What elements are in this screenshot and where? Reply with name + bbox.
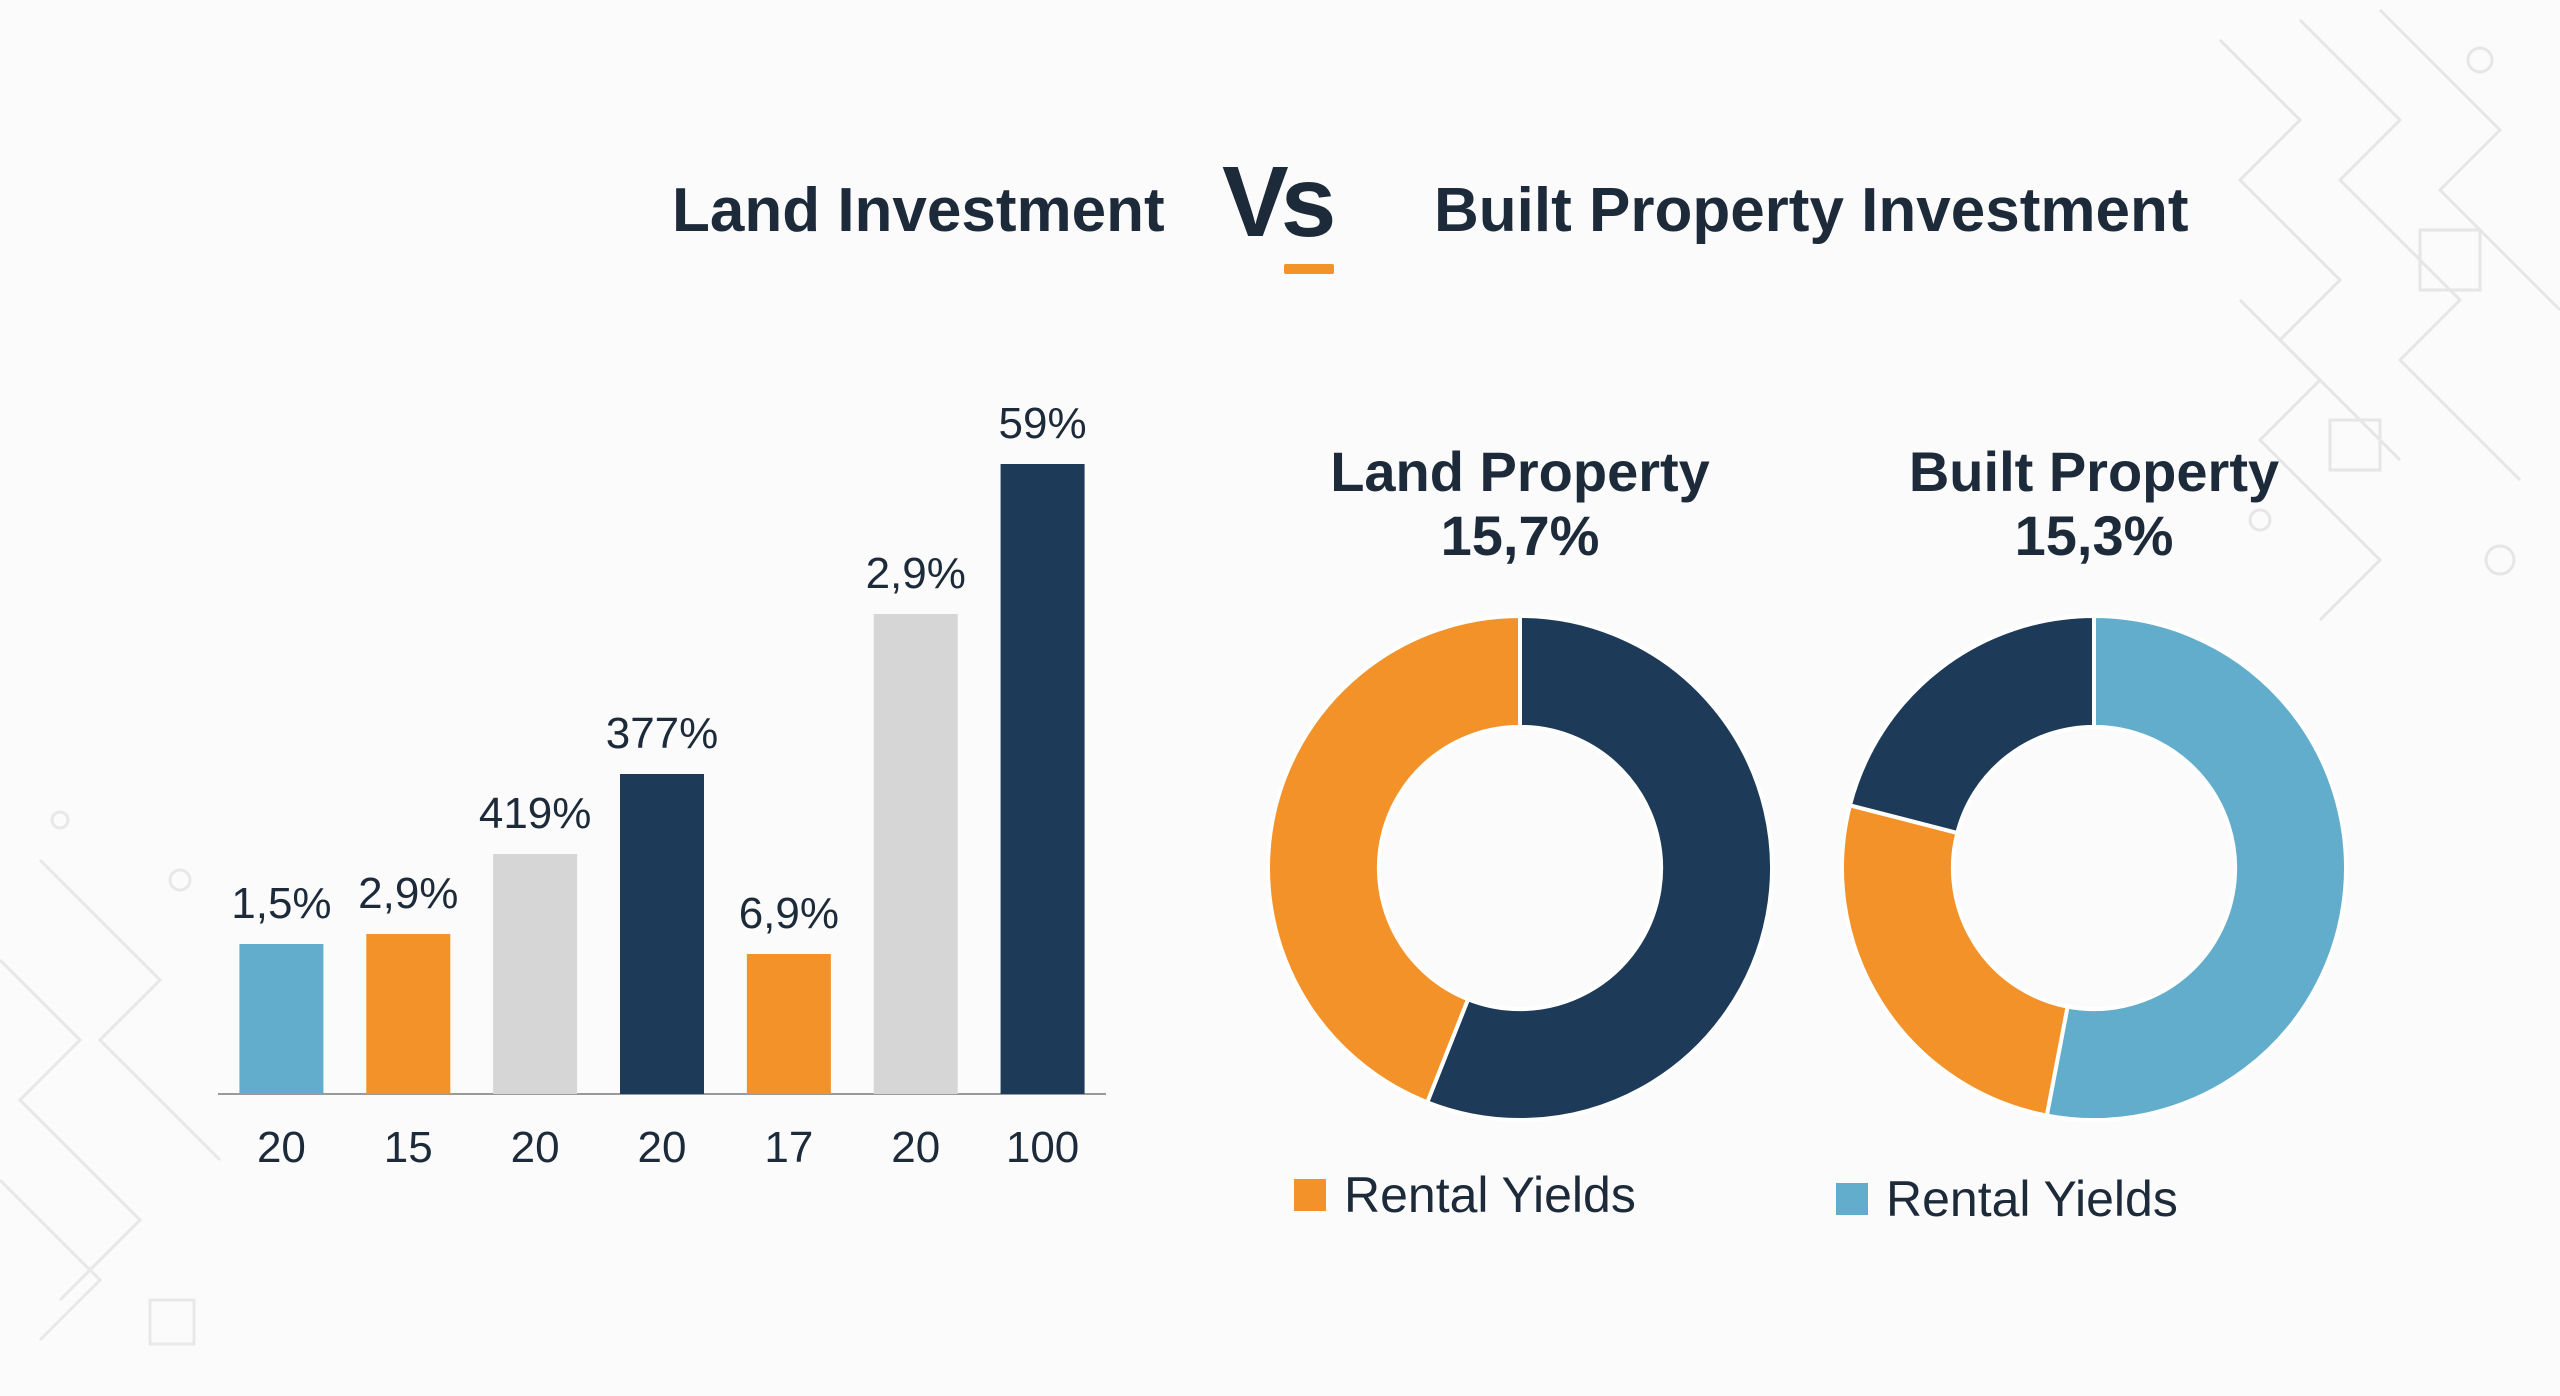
built-donut-title: Built Property 15,3% xyxy=(1834,440,2354,568)
bar-data-label: 1,5% xyxy=(231,879,331,928)
x-tick-label: 17 xyxy=(764,1123,813,1172)
bar-data-label: 419% xyxy=(479,789,592,838)
land-donut-title: Land Property 15,7% xyxy=(1260,440,1780,568)
donut-slice xyxy=(1266,613,1522,1105)
vs-underline xyxy=(1284,264,1334,274)
bar-data-label: 377% xyxy=(606,709,719,758)
bar-data-label: 2,9% xyxy=(866,549,966,598)
donut-slice xyxy=(2044,613,2348,1122)
vs-label: Vs xyxy=(1222,146,1336,258)
legend-swatch-orange xyxy=(1294,1179,1326,1211)
bar xyxy=(493,854,578,1094)
land-donut-title-text: Land Property xyxy=(1330,440,1710,503)
bar xyxy=(1000,464,1085,1094)
bar xyxy=(873,614,958,1094)
bar-data-label: 6,9% xyxy=(739,889,839,938)
x-tick-label: 20 xyxy=(511,1123,560,1172)
donut-slice xyxy=(1424,613,1774,1122)
legend-label: Rental Yields xyxy=(1886,1171,2178,1227)
x-tick-label: 20 xyxy=(638,1123,687,1172)
legend-swatch-blue xyxy=(1836,1183,1868,1215)
x-tick-label: 20 xyxy=(891,1123,940,1172)
x-tick-label: 20 xyxy=(257,1123,306,1172)
donut-slice xyxy=(1847,613,2096,836)
x-tick-label: 15 xyxy=(384,1123,433,1172)
land-donut-legend: Rental Yields xyxy=(1294,1166,1636,1224)
bar-data-label: 2,9% xyxy=(358,869,458,918)
right-headline: Built Property Investment xyxy=(1434,176,2189,245)
left-headline: Land Investment xyxy=(672,176,1165,245)
bar xyxy=(366,934,451,1094)
land-donut-subtitle: 15,7% xyxy=(1440,504,1600,567)
legend-label: Rental Yields xyxy=(1344,1167,1636,1223)
bar xyxy=(239,944,324,1094)
bar-data-label: 59% xyxy=(999,399,1087,448)
built-donut-title-text: Built Property xyxy=(1908,440,2280,503)
x-tick-label: 100 xyxy=(1006,1123,1079,1172)
donut-slice xyxy=(1840,802,2070,1118)
built-donut-legend: Rental Yields xyxy=(1836,1170,2178,1228)
built-property-donut xyxy=(1840,613,2348,1122)
bar xyxy=(620,774,704,1094)
land-property-donut xyxy=(1266,613,1774,1122)
bar xyxy=(746,954,831,1094)
built-donut-subtitle: 15,3% xyxy=(2014,504,2174,567)
